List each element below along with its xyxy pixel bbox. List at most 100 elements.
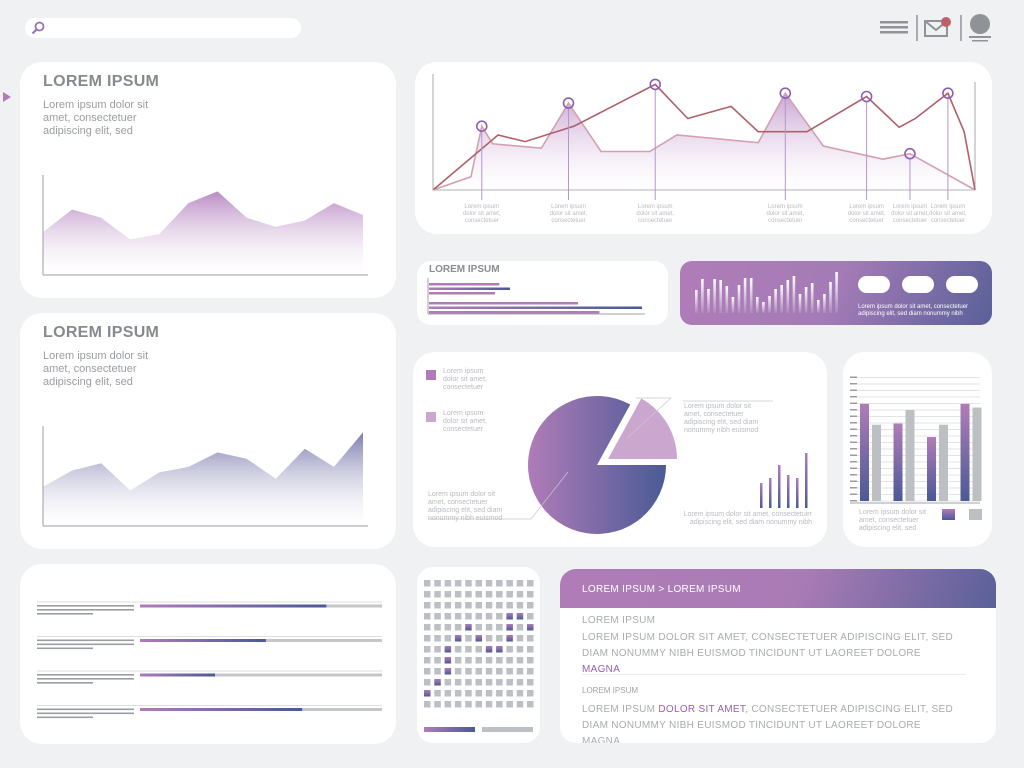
grid-cell xyxy=(424,635,431,642)
sidebar-toggle-arrow[interactable] xyxy=(3,92,11,102)
grid-cell xyxy=(434,613,441,620)
pie-slice-exploded xyxy=(608,398,677,459)
grid-cell xyxy=(465,668,472,675)
bar-purple xyxy=(927,437,936,501)
grid-cell xyxy=(516,679,524,686)
bar xyxy=(749,278,753,313)
grid-cell xyxy=(434,657,441,664)
y-tick xyxy=(850,415,857,417)
bar xyxy=(817,300,820,313)
search-input[interactable] xyxy=(49,20,289,36)
marker-label: Lorem ipsum dolor sit amet, consectetuer xyxy=(766,204,805,224)
area-fill xyxy=(43,432,363,526)
legend-label: Lorem ipsum dolor sit amet, consectetuer xyxy=(443,368,487,391)
grid-cell xyxy=(506,679,513,686)
grid-cell xyxy=(527,668,534,675)
grid-cell xyxy=(434,580,441,587)
mini-bar xyxy=(769,478,772,508)
grid-cell-highlighted xyxy=(527,624,534,631)
section-title: LOREM IPSUM xyxy=(582,615,656,626)
area-chart xyxy=(42,426,368,527)
bar xyxy=(792,276,796,313)
y-tick xyxy=(850,396,857,398)
grid-cell xyxy=(465,591,472,598)
text-line xyxy=(37,613,93,615)
grid-cell xyxy=(434,646,441,653)
pill-button-3[interactable] xyxy=(946,276,978,293)
user-avatar-icon[interactable] xyxy=(966,13,994,43)
grouped-bar-card: Lorem ipsum dolor sit amet, consectetuer… xyxy=(843,352,992,547)
divider xyxy=(582,674,966,675)
grid-cell xyxy=(527,635,534,642)
data-point-marker xyxy=(475,120,488,132)
marker-label: Lorem ipsum dolor sit amet, consectetuer xyxy=(929,204,967,224)
bar xyxy=(786,280,790,313)
highlight-link[interactable]: MAGNA xyxy=(582,664,621,675)
text-line xyxy=(37,716,93,719)
grid-cell-highlighted xyxy=(475,635,482,642)
grid-cell-highlighted xyxy=(506,613,513,620)
bar-purple xyxy=(893,423,903,501)
text-card: LOREM IPSUM > LOREM IPSUM LOREM IPSUM LO… xyxy=(560,569,996,743)
y-tick xyxy=(850,500,857,502)
grid-cell xyxy=(485,635,493,642)
grid-cell xyxy=(444,613,452,620)
breadcrumb[interactable]: LOREM IPSUM > LOREM IPSUM xyxy=(582,584,741,595)
menu-icon[interactable] xyxy=(880,19,908,35)
highlight-link[interactable]: DOLOR SIT AMET xyxy=(658,704,746,715)
grid-cell xyxy=(496,591,503,598)
data-point-marker xyxy=(904,147,916,160)
mini-bar xyxy=(787,475,790,508)
grid-cell xyxy=(496,613,503,620)
grid-cell xyxy=(527,690,534,697)
grid-cell xyxy=(424,679,431,686)
text-line xyxy=(37,678,134,680)
notification-dot xyxy=(941,17,951,27)
card-header: LOREM IPSUM > LOREM IPSUM xyxy=(560,569,996,608)
grid-cell xyxy=(527,602,534,609)
bar xyxy=(743,278,747,313)
marker-label: Lorem ipsum dolor sit amet, consectetuer xyxy=(462,204,501,224)
pill-button-2[interactable] xyxy=(902,276,934,293)
bar xyxy=(429,306,642,309)
horizontal-bar-card: LOREM IPSUM xyxy=(417,261,668,325)
progress-list xyxy=(37,601,382,719)
grid-cell xyxy=(465,613,472,620)
grid-cell xyxy=(516,602,524,609)
grid-cell xyxy=(527,657,534,664)
pill-button-1[interactable] xyxy=(858,276,890,293)
grid-cell xyxy=(506,668,513,675)
search-icon xyxy=(31,21,45,35)
section-body: LOREM IPSUM DOLOR SIT AMET, CONSECTETUER… xyxy=(582,632,953,659)
area-chart-card: LOREM IPSUM Lorem ipsum dolor sit amet, … xyxy=(20,313,396,549)
y-tick xyxy=(850,454,857,456)
grid-cell xyxy=(454,668,462,675)
grid-cell xyxy=(485,657,493,664)
grid-cell xyxy=(475,591,482,598)
bar xyxy=(774,289,777,313)
grid-cell xyxy=(485,701,493,708)
section-text: LOREM IPSUM DOLOR SIT AMET, CONSECTETUER… xyxy=(582,630,962,678)
card-description: Lorem ipsum dolor sit amet, consectetuer… xyxy=(43,99,149,137)
y-tick xyxy=(850,422,857,424)
card-title: LOREM IPSUM xyxy=(43,73,160,90)
grid-cell xyxy=(444,602,452,609)
bar xyxy=(768,296,771,313)
bar-gray xyxy=(939,424,948,501)
summary-banner: Lorem ipsum dolor sit amet, consectetuer… xyxy=(680,261,992,325)
grid-cell xyxy=(475,679,482,686)
y-tick xyxy=(850,428,857,430)
mail-icon[interactable] xyxy=(924,15,952,39)
grid-cell xyxy=(444,624,452,631)
grid-cell xyxy=(496,679,503,686)
section-title: LOREM IPSUM xyxy=(582,686,639,695)
y-tick xyxy=(850,389,857,391)
search-bar[interactable] xyxy=(25,18,301,38)
bar xyxy=(804,287,808,313)
grid-cell xyxy=(424,613,431,620)
grid-cell xyxy=(506,646,513,653)
data-point-marker xyxy=(779,87,792,100)
mini-bar xyxy=(805,453,808,508)
bar-purple xyxy=(860,403,869,501)
grid-cell xyxy=(527,613,534,620)
